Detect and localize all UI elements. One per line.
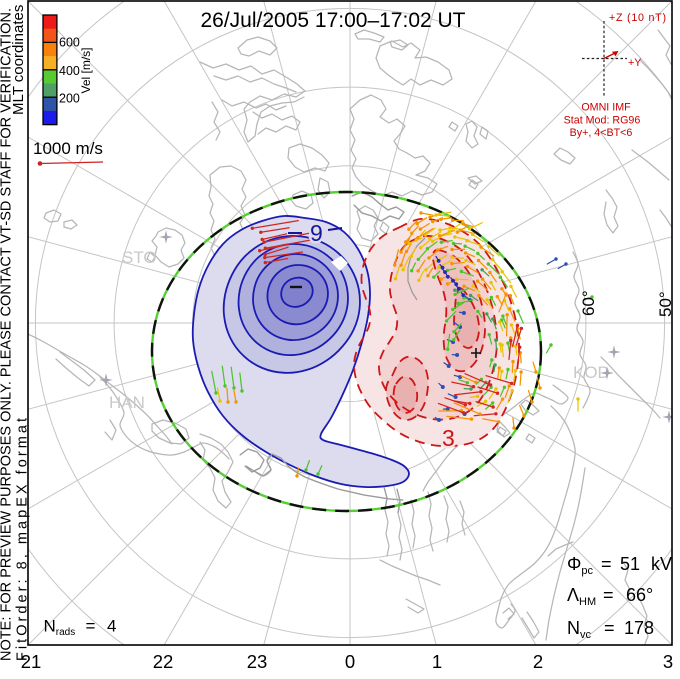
svg-text:FitOrder: 8, mapEX format: FitOrder: 8, mapEX format xyxy=(15,418,31,661)
svg-text:HAN: HAN xyxy=(109,393,145,412)
svg-text:Vel [m/s]: Vel [m/s] xyxy=(79,47,93,93)
svg-text:3: 3 xyxy=(663,651,673,672)
svg-text:STO: STO xyxy=(122,248,157,267)
svg-text:1000 m/s: 1000 m/s xyxy=(33,139,103,158)
svg-text:23: 23 xyxy=(247,651,268,672)
svg-text:OMNI IMF: OMNI IMF xyxy=(581,102,631,114)
svg-text:400: 400 xyxy=(59,64,80,78)
svg-text:1: 1 xyxy=(432,651,442,672)
svg-text:26/Jul/2005 17:00–17:02 UT: 26/Jul/2005 17:00–17:02 UT xyxy=(200,9,465,32)
svg-text:Stat Mod: RG96: Stat Mod: RG96 xyxy=(564,115,641,127)
svg-text:2: 2 xyxy=(533,651,543,672)
svg-text:200: 200 xyxy=(59,91,80,105)
svg-text:600: 600 xyxy=(59,35,80,49)
svg-text:NOTE: FOR PREVIEW PURPOSES ONL: NOTE: FOR PREVIEW PURPOSES ONLY. PLEASE … xyxy=(0,8,15,661)
svg-text:+Z (10 nT): +Z (10 nT) xyxy=(609,12,666,24)
svg-text:22: 22 xyxy=(153,651,174,672)
svg-text:3: 3 xyxy=(442,425,455,451)
svg-text:+Y: +Y xyxy=(628,57,641,69)
svg-text:By+, 4<BT<6: By+, 4<BT<6 xyxy=(570,127,633,139)
svg-text:0: 0 xyxy=(345,651,355,672)
svg-text:9: 9 xyxy=(310,220,323,246)
svg-text:60°: 60° xyxy=(579,290,598,316)
svg-text:50°: 50° xyxy=(656,291,675,317)
